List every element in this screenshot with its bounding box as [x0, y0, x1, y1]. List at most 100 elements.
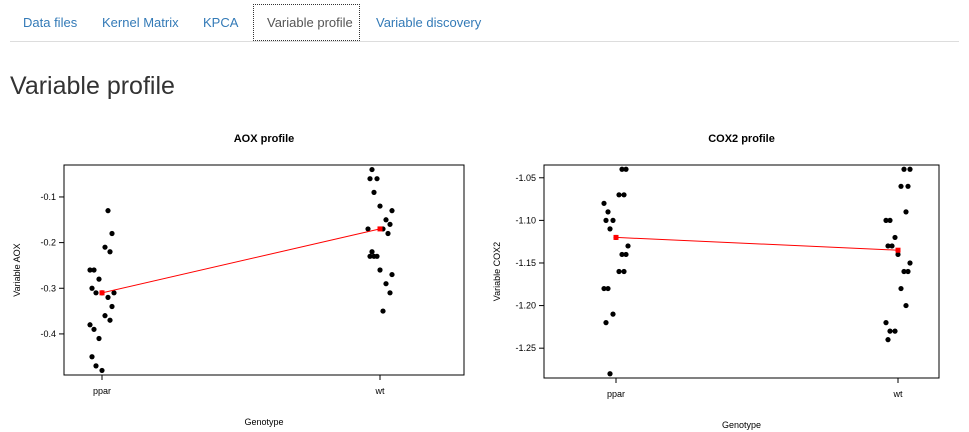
data-point — [96, 335, 102, 342]
tab-variable-profile[interactable]: Variable profile — [253, 4, 360, 41]
mean-line — [101, 228, 381, 294]
data-point — [91, 326, 97, 332]
data-point — [883, 320, 889, 326]
data-point — [895, 251, 901, 258]
tab-kernel-matrix[interactable]: Kernel Matrix — [102, 15, 179, 30]
chart-title: AOX profile — [234, 133, 295, 145]
x-tick-label: ppar — [607, 389, 625, 399]
y-tick-label: -1.10 — [515, 215, 536, 225]
data-point — [605, 285, 611, 292]
data-point — [385, 230, 391, 237]
data-point — [607, 371, 613, 377]
data-point — [383, 281, 389, 287]
data-point — [367, 176, 373, 182]
tab-kpca[interactable]: KPCA — [203, 15, 239, 30]
y-tick-label: -1.15 — [515, 258, 536, 268]
data-point — [105, 294, 111, 300]
chart-title: COX2 profile — [708, 133, 775, 145]
data-point — [102, 313, 108, 319]
data-point — [616, 268, 622, 275]
data-point — [885, 337, 891, 343]
data-point — [905, 183, 911, 189]
data-point — [374, 176, 380, 182]
data-point — [93, 290, 99, 296]
data-point — [389, 208, 395, 214]
cox2-profile-plot: COX2 profile -1.05 -1.10 -1.15 -1.20 -1.25 ppa… — [485, 120, 960, 432]
data-point — [619, 166, 625, 172]
data-point — [903, 209, 909, 215]
data-point — [907, 260, 913, 266]
x-axis-label: Genotype — [244, 417, 283, 427]
data-point — [905, 268, 911, 275]
data-point — [377, 267, 383, 273]
data-point — [601, 285, 607, 292]
aox-profile-plot: AOX profile -0.1 -0.2 -0.3 -0.4 ppar wt Genotyp… — [0, 120, 470, 432]
data-point — [601, 200, 607, 206]
data-point — [387, 290, 393, 296]
aox-profile-chart: AOX profile -0.1 -0.2 -0.3 -0.4 ppar wt Genotyp… — [12, 133, 465, 427]
data-point — [898, 183, 904, 189]
data-point — [901, 166, 907, 172]
data-point — [107, 317, 113, 323]
data-point — [87, 322, 93, 328]
data-point — [607, 226, 613, 232]
x-tick-label: wt — [893, 389, 903, 399]
data-point — [105, 208, 111, 214]
data-point — [365, 226, 371, 232]
y-tick-label: -1.20 — [515, 301, 536, 311]
y-tick-label: -0.1 — [40, 192, 56, 202]
data-point — [91, 267, 97, 273]
data-point — [892, 328, 898, 334]
mean-marker — [377, 226, 383, 232]
tab-variable-discovery[interactable]: Variable discovery — [376, 15, 482, 30]
data-point — [369, 249, 375, 255]
data-point — [389, 271, 395, 278]
tab-data-files[interactable]: Data files — [23, 15, 78, 30]
data-point — [610, 311, 616, 317]
mean-marker — [613, 234, 619, 240]
data-point — [623, 251, 629, 258]
data-point — [109, 303, 115, 310]
x-tick-label: wt — [375, 386, 385, 396]
data-point — [369, 166, 375, 173]
data-point — [621, 268, 627, 275]
data-point — [377, 203, 383, 209]
tab-bar: Data files Kernel Matrix KPCA Variable p… — [10, 0, 959, 42]
y-tick-label: -1.05 — [515, 173, 536, 183]
y-tick-label: -1.25 — [515, 343, 536, 353]
data-point — [87, 267, 93, 273]
data-point — [102, 244, 108, 250]
y-tick-label: -0.4 — [40, 329, 56, 339]
data-point — [371, 189, 377, 195]
data-point — [625, 243, 631, 249]
y-tick-label: -0.3 — [40, 283, 56, 293]
data-point — [107, 249, 113, 255]
data-point — [901, 268, 907, 275]
data-point — [892, 234, 898, 241]
plot-frame — [543, 164, 940, 379]
data-point — [380, 308, 386, 314]
data-point — [889, 243, 895, 249]
x-tick-label: ppar — [93, 386, 111, 396]
data-point — [99, 367, 105, 374]
data-point — [109, 230, 115, 237]
data-point — [610, 217, 616, 223]
data-point — [907, 166, 913, 172]
data-point — [903, 302, 909, 309]
data-point — [96, 276, 102, 282]
data-point — [605, 209, 611, 215]
y-axis-label: Variable COX2 — [492, 242, 502, 301]
data-point — [89, 354, 95, 360]
data-point — [887, 328, 893, 334]
data-point — [387, 221, 393, 227]
plot-frame — [63, 164, 465, 376]
data-point — [89, 285, 95, 291]
y-axis-label: Variable AOX — [12, 243, 22, 296]
data-point — [885, 243, 891, 249]
data-point — [898, 285, 904, 292]
data-point — [619, 251, 625, 258]
data-point — [887, 217, 893, 223]
page-title: Variable profile — [10, 72, 175, 100]
data-point — [603, 320, 609, 326]
data-point — [93, 363, 99, 369]
